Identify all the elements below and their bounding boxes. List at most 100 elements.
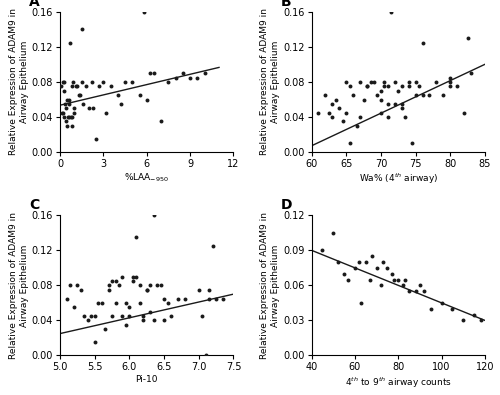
- Point: [160, 317, 168, 324]
- Point: [60, 114, 68, 120]
- Point: [404, 79, 412, 85]
- Point: [322, 92, 330, 98]
- Point: [104, 287, 112, 293]
- Point: [420, 288, 428, 294]
- Point: [394, 276, 402, 283]
- Point: [90, 313, 98, 319]
- Point: [118, 273, 126, 280]
- Point: [69, 79, 77, 85]
- Point: [58, 109, 66, 116]
- Point: [398, 101, 406, 107]
- Point: [146, 308, 154, 315]
- Point: [60, 88, 68, 94]
- Point: [74, 83, 82, 90]
- Point: [132, 234, 140, 240]
- Point: [87, 313, 95, 319]
- Point: [205, 287, 213, 293]
- Point: [79, 101, 87, 107]
- Y-axis label: Relative Expression of ADAM9 in
Airway Epithelium: Relative Expression of ADAM9 in Airway E…: [8, 8, 29, 156]
- Y-axis label: Relative Expression of ADAM9 in
Airway Epithelium: Relative Expression of ADAM9 in Airway E…: [8, 212, 29, 359]
- Point: [82, 83, 90, 90]
- Point: [89, 105, 97, 111]
- Point: [391, 101, 399, 107]
- Point: [164, 300, 172, 306]
- Point: [129, 273, 137, 280]
- Point: [351, 265, 359, 271]
- Point: [62, 118, 70, 124]
- Point: [464, 35, 471, 41]
- Point: [408, 140, 416, 147]
- Point: [388, 271, 396, 277]
- X-axis label: %LAA$_{-950}$: %LAA$_{-950}$: [124, 172, 169, 184]
- Point: [460, 317, 468, 324]
- Point: [164, 79, 172, 85]
- Point: [356, 114, 364, 120]
- Point: [356, 79, 364, 85]
- Point: [74, 282, 82, 288]
- X-axis label: Pi-10: Pi-10: [136, 375, 158, 384]
- Point: [205, 295, 213, 302]
- Point: [329, 229, 337, 236]
- Point: [401, 276, 409, 283]
- Point: [200, 70, 208, 76]
- Point: [352, 123, 360, 129]
- Point: [102, 109, 110, 116]
- Point: [104, 282, 112, 288]
- Point: [85, 105, 93, 111]
- Point: [150, 212, 158, 218]
- Point: [179, 70, 187, 76]
- Point: [59, 109, 67, 116]
- Point: [219, 295, 227, 302]
- Point: [440, 92, 448, 98]
- Point: [118, 313, 126, 319]
- Point: [160, 295, 168, 302]
- Point: [157, 118, 165, 124]
- Point: [150, 70, 158, 76]
- Point: [370, 79, 378, 85]
- Point: [77, 287, 85, 293]
- Point: [377, 96, 385, 103]
- Point: [64, 101, 72, 107]
- Point: [418, 40, 426, 46]
- Point: [174, 295, 182, 302]
- Point: [122, 300, 130, 306]
- Point: [460, 109, 468, 116]
- Point: [58, 83, 66, 90]
- Point: [332, 96, 340, 103]
- Point: [398, 282, 406, 288]
- Point: [394, 88, 402, 94]
- Point: [412, 92, 420, 98]
- Point: [66, 40, 74, 46]
- Point: [90, 339, 98, 346]
- Point: [108, 278, 116, 284]
- Point: [363, 83, 371, 90]
- Text: D: D: [280, 198, 292, 213]
- Point: [70, 105, 78, 111]
- Point: [106, 83, 114, 90]
- Point: [68, 114, 76, 120]
- Point: [68, 123, 76, 129]
- Point: [328, 114, 336, 120]
- Point: [328, 101, 336, 107]
- Point: [150, 317, 158, 324]
- Point: [112, 300, 120, 306]
- Point: [208, 243, 216, 249]
- Point: [432, 79, 440, 85]
- Point: [314, 109, 322, 116]
- Point: [66, 96, 74, 103]
- Point: [416, 282, 424, 288]
- Point: [366, 276, 374, 283]
- Point: [101, 326, 109, 332]
- Point: [446, 79, 454, 85]
- Point: [379, 259, 387, 265]
- Point: [398, 105, 406, 111]
- Point: [140, 313, 147, 319]
- Point: [156, 282, 164, 288]
- Point: [202, 352, 209, 359]
- Point: [398, 83, 406, 90]
- Point: [136, 282, 144, 288]
- Point: [94, 300, 102, 306]
- Point: [446, 74, 454, 81]
- Point: [122, 322, 130, 328]
- Point: [66, 282, 74, 288]
